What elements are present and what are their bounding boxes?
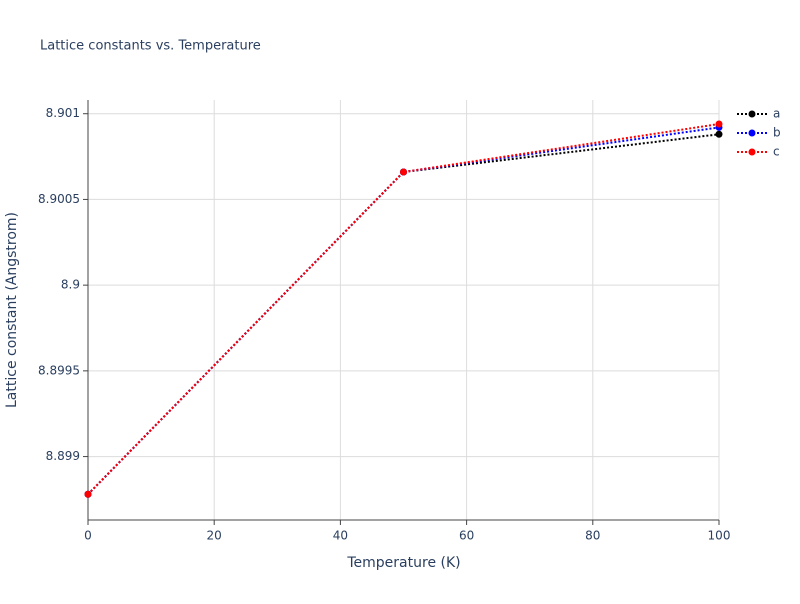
- x-tick-label: 20: [207, 529, 222, 543]
- legend-marker: [748, 110, 756, 118]
- x-tick-label: 100: [708, 529, 731, 543]
- line: [87, 126, 720, 495]
- marker: [84, 490, 92, 498]
- x-tick-label: 0: [84, 529, 92, 543]
- legend-label: a: [773, 107, 780, 121]
- x-axis-label: Temperature (K): [346, 555, 460, 571]
- line: [87, 123, 720, 495]
- y-tick-label: 8.901: [46, 106, 80, 120]
- line: [87, 133, 720, 495]
- marker: [715, 120, 723, 128]
- legend-marker: [748, 148, 756, 156]
- marker: [715, 130, 723, 138]
- y-tick-label: 8.899: [46, 449, 80, 463]
- x-tick-label: 80: [585, 529, 600, 543]
- y-tick-label: 8.8995: [38, 363, 80, 377]
- legend-label: b: [773, 126, 781, 140]
- x-tick-label: 40: [333, 529, 348, 543]
- legend-marker: [748, 129, 756, 137]
- legend-label: c: [773, 145, 780, 159]
- y-tick-label: 8.9005: [38, 192, 80, 206]
- y-tick-label: 8.9: [61, 278, 80, 292]
- chart-title: Lattice constants vs. Temperature: [40, 39, 261, 54]
- x-tick-label: 60: [459, 529, 474, 543]
- marker: [400, 168, 407, 176]
- y-axis-label: Lattice constant (Angstrom): [4, 212, 20, 408]
